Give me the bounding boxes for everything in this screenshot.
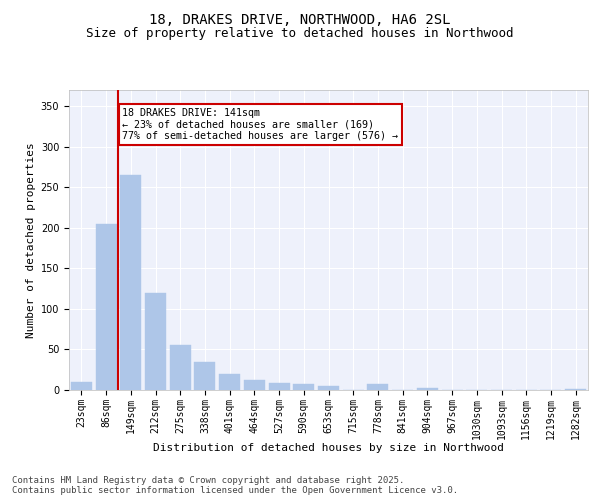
Bar [565,389,586,390]
Bar [318,386,339,390]
Text: Size of property relative to detached houses in Northwood: Size of property relative to detached ho… [86,28,514,40]
Bar [219,374,240,390]
Bar [120,175,141,390]
Bar [269,382,290,390]
Bar [71,382,92,390]
Bar [367,384,388,390]
Bar [170,346,191,390]
Y-axis label: Number of detached properties: Number of detached properties [26,142,37,338]
Bar [293,384,314,390]
Text: Contains HM Land Registry data © Crown copyright and database right 2025.
Contai: Contains HM Land Registry data © Crown c… [12,476,458,495]
Bar [95,224,116,390]
Text: 18, DRAKES DRIVE, NORTHWOOD, HA6 2SL: 18, DRAKES DRIVE, NORTHWOOD, HA6 2SL [149,12,451,26]
Bar [194,362,215,390]
Bar [145,292,166,390]
Bar [244,380,265,390]
Bar [417,388,438,390]
Text: 18 DRAKES DRIVE: 141sqm
← 23% of detached houses are smaller (169)
77% of semi-d: 18 DRAKES DRIVE: 141sqm ← 23% of detache… [122,108,398,141]
X-axis label: Distribution of detached houses by size in Northwood: Distribution of detached houses by size … [153,443,504,453]
